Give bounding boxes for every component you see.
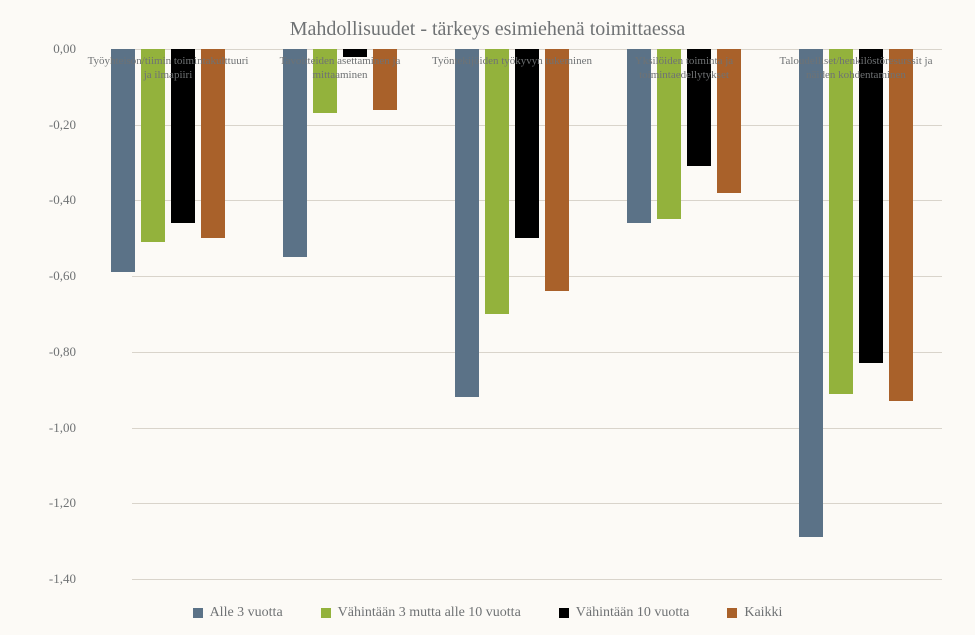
bar-group: Työyhteisön/tiimin toimintakulttuuri ja … [82,49,254,579]
bar [627,49,651,223]
category-label: Tavoitteiden asettaminen ja mittaaminen [254,55,426,83]
legend-item: Alle 3 vuotta [193,605,283,621]
category-label: Työntekijöiden työkyvyn tukeminen [426,55,598,69]
bar [717,49,741,193]
bar [313,49,337,113]
legend: Alle 3 vuotta Vähintään 3 mutta alle 10 v… [0,605,975,621]
legend-label: Vähintään 10 vuotta [576,605,690,621]
y-tick-label: -1,00 [49,420,76,436]
y-axis: 0,00-0,20-0,40-0,60-0,80-1,00-1,20-1,40 [32,49,82,579]
category-label: Työyhteisön/tiimin toimintakulttuuri ja … [82,55,254,83]
bar [889,49,913,401]
bar [859,49,883,363]
y-tick-label: -1,40 [49,571,76,587]
legend-swatch [193,608,203,618]
bar [545,49,569,291]
bar [343,49,367,57]
y-tick-label: -0,40 [49,192,76,208]
legend-item: Vähintään 10 vuotta [559,605,690,621]
bar-group: Työntekijöiden työkyvyn tukeminen [426,49,598,579]
bar [485,49,509,314]
y-tick-label: 0,00 [53,41,76,57]
chart-title: Mahdollisuudet - tärkeys esimiehenä toim… [22,18,953,41]
bar [201,49,225,238]
bar [141,49,165,242]
legend-label: Alle 3 vuotta [210,605,283,621]
bar [515,49,539,238]
y-tick-label: -0,20 [49,117,76,133]
bar-group: Taloudelliset/henkilöstöresurssit ja näi… [770,49,942,579]
bar [283,49,307,257]
y-tick-label: -1,20 [49,495,76,511]
bar [373,49,397,110]
bar [687,49,711,166]
gridline [132,579,942,580]
bar [455,49,479,397]
legend-label: Vähintään 3 mutta alle 10 vuotta [338,605,521,621]
legend-swatch [321,608,331,618]
plot-area: 0,00-0,20-0,40-0,60-0,80-1,00-1,20-1,40 … [32,49,942,579]
y-tick-label: -0,60 [49,268,76,284]
legend-label: Kaikki [744,605,782,621]
bar [657,49,681,219]
bar-groups: Työyhteisön/tiimin toimintakulttuuri ja … [82,49,942,579]
legend-swatch [559,608,569,618]
bar [799,49,823,537]
legend-swatch [727,608,737,618]
chart-container: Mahdollisuudet - tärkeys esimiehenä toim… [0,0,975,635]
category-label: Yksilöiden toiminta ja toimintaedellytyk… [598,55,770,83]
bar [111,49,135,272]
bar-group: Tavoitteiden asettaminen ja mittaaminen [254,49,426,579]
bar [171,49,195,223]
bar [829,49,853,394]
y-tick-label: -0,80 [49,344,76,360]
legend-item: Vähintään 3 mutta alle 10 vuotta [321,605,521,621]
legend-item: Kaikki [727,605,782,621]
category-label: Taloudelliset/henkilöstöresurssit ja näi… [770,55,942,83]
bar-group: Yksilöiden toiminta ja toimintaedellytyk… [598,49,770,579]
